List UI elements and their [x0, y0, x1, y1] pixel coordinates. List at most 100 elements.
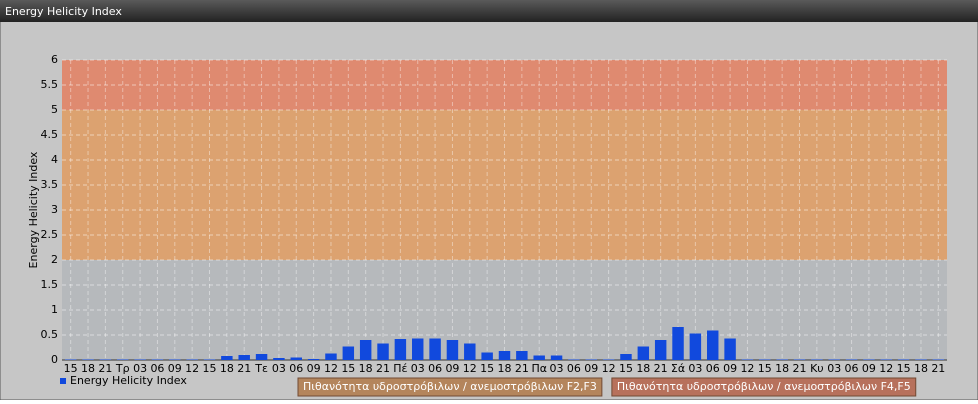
- bar: [134, 359, 146, 360]
- bar: [776, 359, 788, 360]
- bar: [117, 359, 129, 360]
- y-tick-label: 5: [51, 103, 58, 116]
- y-tick-label: 1: [51, 303, 58, 316]
- x-tick-label: 21: [376, 362, 390, 375]
- legend-label: Energy Helicity Index: [70, 374, 187, 387]
- bar: [359, 340, 372, 360]
- band-legend-label: Πιθανότητα υδροστρόβιλων / ανεμοστρόβιλω…: [617, 380, 911, 393]
- x-tick-label: 03: [272, 362, 286, 375]
- bar: [793, 359, 806, 360]
- bar: [186, 359, 198, 360]
- x-tick-label: 18: [775, 362, 789, 375]
- bar: [238, 355, 250, 360]
- bar: [585, 359, 597, 360]
- x-tick-label: Κυ: [810, 362, 824, 375]
- bar: [429, 338, 441, 360]
- x-tick-label: 21: [654, 362, 668, 375]
- x-tick-label: 09: [168, 362, 182, 375]
- bar: [169, 359, 181, 360]
- bar: [446, 340, 459, 360]
- bar: [255, 354, 268, 360]
- x-tick-label: 21: [515, 362, 529, 375]
- bar: [533, 355, 545, 360]
- x-tick-label: 15: [480, 362, 494, 375]
- bar: [845, 359, 858, 360]
- x-tick-label: 09: [723, 362, 737, 375]
- bar: [82, 359, 94, 360]
- bar: [568, 359, 580, 360]
- x-tick-label: 12: [185, 362, 199, 375]
- band-legend-box: [611, 377, 917, 397]
- x-tick-label: 09: [584, 362, 598, 375]
- y-tick-label: 3: [51, 203, 58, 216]
- x-tick-label: 18: [636, 362, 650, 375]
- bar: [759, 359, 771, 360]
- y-tick-label: 0: [51, 353, 58, 366]
- x-tick-label: 21: [793, 362, 807, 375]
- bar: [550, 355, 563, 360]
- x-tick-label: 21: [931, 362, 945, 375]
- x-tick-label: 03: [411, 362, 425, 375]
- x-tick-label: Τε: [254, 362, 268, 375]
- bar: [273, 358, 285, 360]
- x-tick-label: Πέ: [393, 362, 407, 375]
- x-tick-label: 18: [914, 362, 928, 375]
- band-legend-box: [297, 377, 603, 397]
- x-tick-label: 12: [740, 362, 754, 375]
- bar: [325, 353, 337, 360]
- bar: [481, 352, 493, 360]
- bar: [203, 359, 216, 360]
- bar: [464, 343, 476, 360]
- bar: [828, 359, 840, 360]
- x-tick-label: 09: [445, 362, 459, 375]
- bar: [880, 359, 892, 360]
- x-tick-label: 09: [862, 362, 876, 375]
- x-tick-label: Πα: [531, 362, 547, 375]
- bar: [811, 359, 823, 360]
- y-tick-label: 4.5: [41, 128, 59, 141]
- x-tick-label: 06: [428, 362, 442, 375]
- x-tick-label: 21: [98, 362, 112, 375]
- x-tick-label: 06: [845, 362, 859, 375]
- x-tick-label: 06: [706, 362, 720, 375]
- y-tick-label: 5.5: [41, 78, 59, 91]
- x-tick-label: 03: [688, 362, 702, 375]
- y-tick-label: 2.5: [41, 228, 59, 241]
- x-tick-label: Σά: [671, 362, 685, 375]
- x-tick-label: 06: [289, 362, 303, 375]
- y-axis-label: Energy Helicity Index: [27, 151, 40, 268]
- bar: [377, 343, 389, 360]
- bar: [307, 359, 320, 360]
- x-tick-label: 15: [203, 362, 217, 375]
- bar: [64, 359, 77, 360]
- x-tick-label: 18: [220, 362, 234, 375]
- x-tick-label: 15: [897, 362, 911, 375]
- bar: [602, 359, 615, 360]
- x-tick-label: 12: [463, 362, 477, 375]
- bar: [516, 351, 528, 360]
- bar: [707, 330, 719, 360]
- chart-title: Energy Helicity Index: [5, 5, 122, 18]
- x-tick-label: 09: [307, 362, 321, 375]
- bar: [151, 359, 164, 360]
- x-tick-label: 12: [324, 362, 338, 375]
- x-tick-label: 15: [758, 362, 772, 375]
- x-tick-label: 21: [237, 362, 251, 375]
- bar: [498, 351, 511, 360]
- legend-swatch: [60, 378, 66, 384]
- x-tick-label: 15: [619, 362, 633, 375]
- y-tick-label: 6: [51, 53, 58, 66]
- x-tick-label: 18: [498, 362, 512, 375]
- bar: [99, 359, 112, 360]
- bar: [342, 346, 355, 360]
- y-tick-label: 4: [51, 153, 58, 166]
- bar: [741, 359, 754, 360]
- bar: [221, 356, 233, 360]
- bar: [290, 357, 302, 360]
- x-tick-label: 15: [64, 362, 78, 375]
- header: [0, 0, 978, 22]
- x-tick-label: 06: [567, 362, 581, 375]
- x-tick-label: 03: [133, 362, 147, 375]
- x-tick-label: 03: [550, 362, 564, 375]
